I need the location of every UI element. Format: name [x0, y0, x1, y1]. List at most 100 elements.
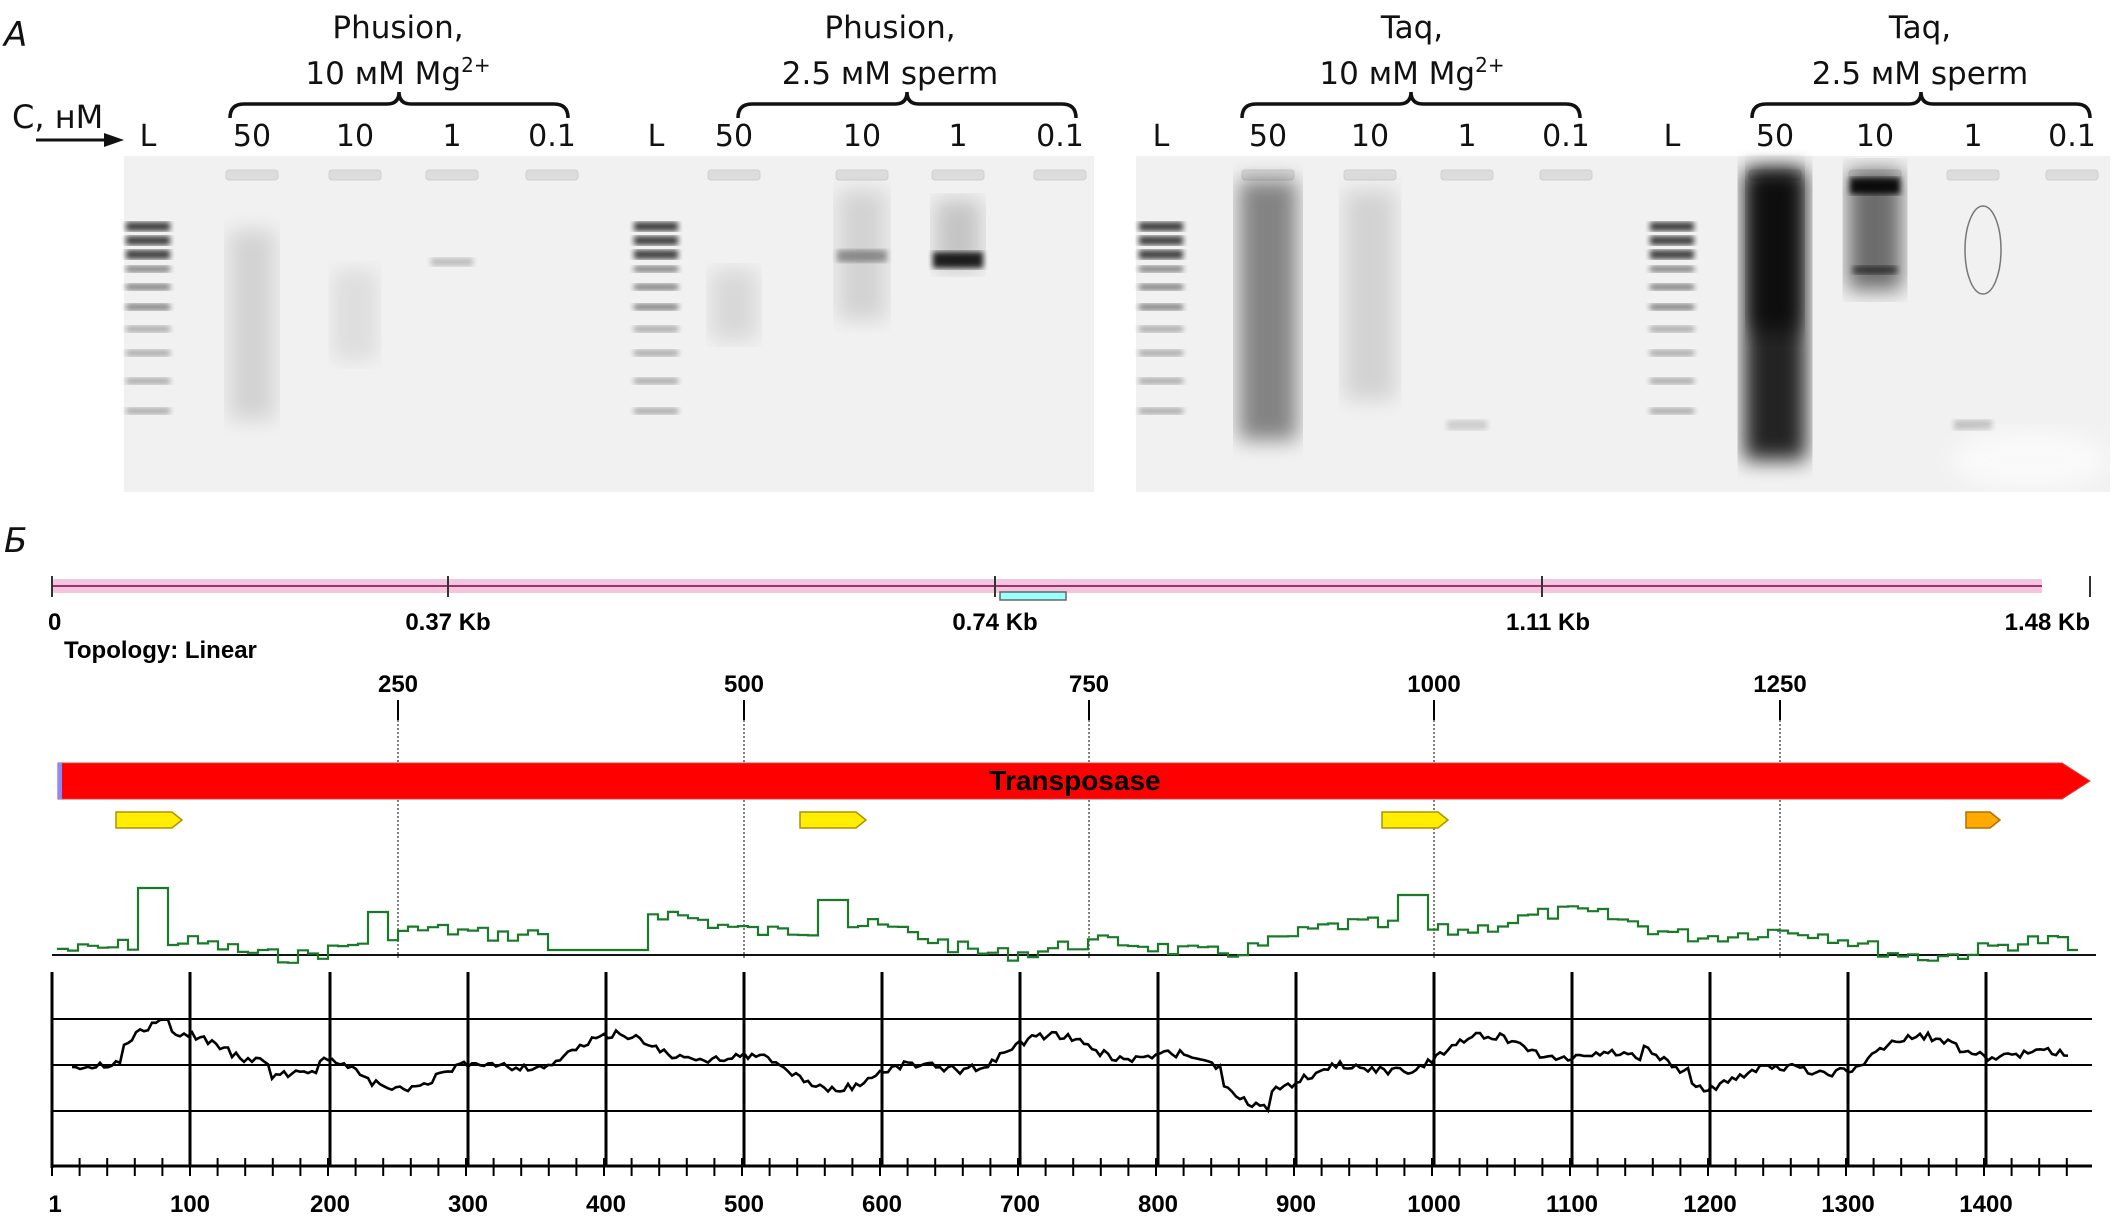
gel-well: [1343, 169, 1397, 181]
gel-artifact: [1964, 205, 2002, 295]
bottom-axis-label: 1200: [1683, 1191, 1736, 1218]
group-title-line2-text: 10 мМ Mg: [305, 56, 461, 92]
gel-well: [1241, 169, 1295, 181]
group-title-line2: 2.5 мМ sperm: [1812, 56, 2028, 92]
group-title-line2-text: 2.5 мМ sperm: [782, 56, 998, 92]
gel-band: [837, 250, 887, 262]
lane-label: 1: [948, 119, 967, 154]
ladder-band: [126, 222, 170, 231]
smear: [229, 230, 275, 420]
bottom-axis-label: 1400: [1959, 1191, 2012, 1218]
lane-label: 10: [1856, 119, 1894, 154]
ladder-band: [1139, 284, 1183, 290]
ladder-band: [126, 408, 170, 414]
lane-label: 50: [715, 119, 753, 154]
group-title-sup: 2+: [1475, 53, 1504, 77]
group-title-line2-text: 2.5 мМ sperm: [1812, 56, 2028, 92]
position-tick-label: 1000: [1407, 671, 1460, 698]
bottom-axis-label: 200: [310, 1191, 350, 1218]
lane-label: 0.1: [2048, 119, 2096, 154]
ladder-band: [1139, 250, 1183, 259]
gel-well: [835, 169, 889, 181]
ladder-band: [634, 250, 678, 259]
gel-well: [931, 169, 985, 181]
group-title-line2: 2.5 мМ sperm: [782, 56, 998, 92]
gel-well: [525, 169, 579, 181]
feature-label: Transposase: [989, 765, 1160, 796]
bottom-axis-label: 600: [862, 1191, 902, 1218]
group-title-line1: Phusion,: [824, 10, 955, 46]
group-brace: [1750, 91, 2092, 119]
ladder-band: [1650, 250, 1694, 259]
lane-label: 0.1: [1542, 119, 1590, 154]
ladder-band: [634, 236, 678, 245]
ladder-band: [634, 284, 678, 290]
ladder-band: [634, 350, 678, 356]
ladder-band: [126, 378, 170, 384]
smear: [1750, 170, 1800, 330]
ladder-band: [1139, 326, 1183, 332]
smear: [935, 200, 981, 270]
ladder-band: [634, 378, 678, 384]
gel-band: [1447, 420, 1487, 430]
gel-well: [1440, 169, 1494, 181]
group-title-line2-text: 10 мМ Mg: [1319, 56, 1475, 92]
gel-well: [1539, 169, 1593, 181]
ladder-band: [1650, 222, 1694, 231]
ladder-band: [126, 250, 170, 259]
ladder-label: L: [648, 119, 665, 154]
gel-well: [1033, 169, 1087, 181]
ruler-tick-3: 1.11 Kb: [1506, 609, 1590, 636]
ladder-band: [1139, 266, 1183, 272]
panel-label-a: А: [2, 15, 27, 55]
ladder-band: [1139, 304, 1183, 310]
lane-label: 50: [1249, 119, 1287, 154]
lane-label: 1: [1457, 119, 1476, 154]
bottom-axis-label: 300: [448, 1191, 488, 1218]
profile-plot: [50, 972, 2092, 1176]
ladder-band: [634, 222, 678, 231]
lane-label: 0.1: [528, 119, 576, 154]
lane-label: 50: [1756, 119, 1794, 154]
gel-band: [431, 258, 473, 266]
lane-label: 10: [1351, 119, 1389, 154]
group-title-line1: Taq,: [1380, 10, 1443, 46]
ruler-tick-4: 1.48 Kb: [2005, 609, 2090, 636]
ladder-band: [634, 326, 678, 332]
lane-label: 1: [1963, 119, 1982, 154]
ladder-band: [126, 350, 170, 356]
ladder-band: [126, 284, 170, 290]
bottom-axis-label: 500: [724, 1191, 764, 1218]
ladder-label: L: [140, 119, 157, 154]
ladder-band: [1650, 304, 1694, 310]
bottom-axis-label: 1: [48, 1191, 61, 1218]
position-tick-label: 1250: [1753, 671, 1806, 698]
ladder-band: [126, 266, 170, 272]
gel-image-right: [1136, 156, 2110, 492]
ladder-band: [1650, 236, 1694, 245]
bottom-axis-label: 1100: [1546, 1191, 1598, 1218]
position-tick-label: 750: [1069, 671, 1109, 698]
ladder-band: [1650, 350, 1694, 356]
smear: [1239, 180, 1297, 440]
ladder-band: [1650, 284, 1694, 290]
ladder-band: [1650, 326, 1694, 332]
group-brace: [228, 91, 570, 119]
ladder-band: [1650, 408, 1694, 414]
group-title-line2: 10 мМ Mg2+: [305, 53, 490, 92]
smear: [711, 270, 757, 340]
bottom-axis-label: 400: [586, 1191, 626, 1218]
topology-label: Topology: Linear: [64, 637, 257, 664]
green-profile-trace: [56, 886, 2078, 964]
ruler-tick-2: 0.74 Kb: [952, 609, 1037, 636]
ladder-band: [1139, 408, 1183, 414]
bottom-axis-label: 700: [1000, 1191, 1040, 1218]
panel-label-b: Б: [4, 521, 27, 561]
ruler-tick-1: 0.37 Kb: [405, 609, 490, 636]
bottom-axis-label: 900: [1276, 1191, 1316, 1218]
lane-label: 1: [442, 119, 461, 154]
ladder-band: [126, 326, 170, 332]
gel-band: [1853, 266, 1897, 274]
